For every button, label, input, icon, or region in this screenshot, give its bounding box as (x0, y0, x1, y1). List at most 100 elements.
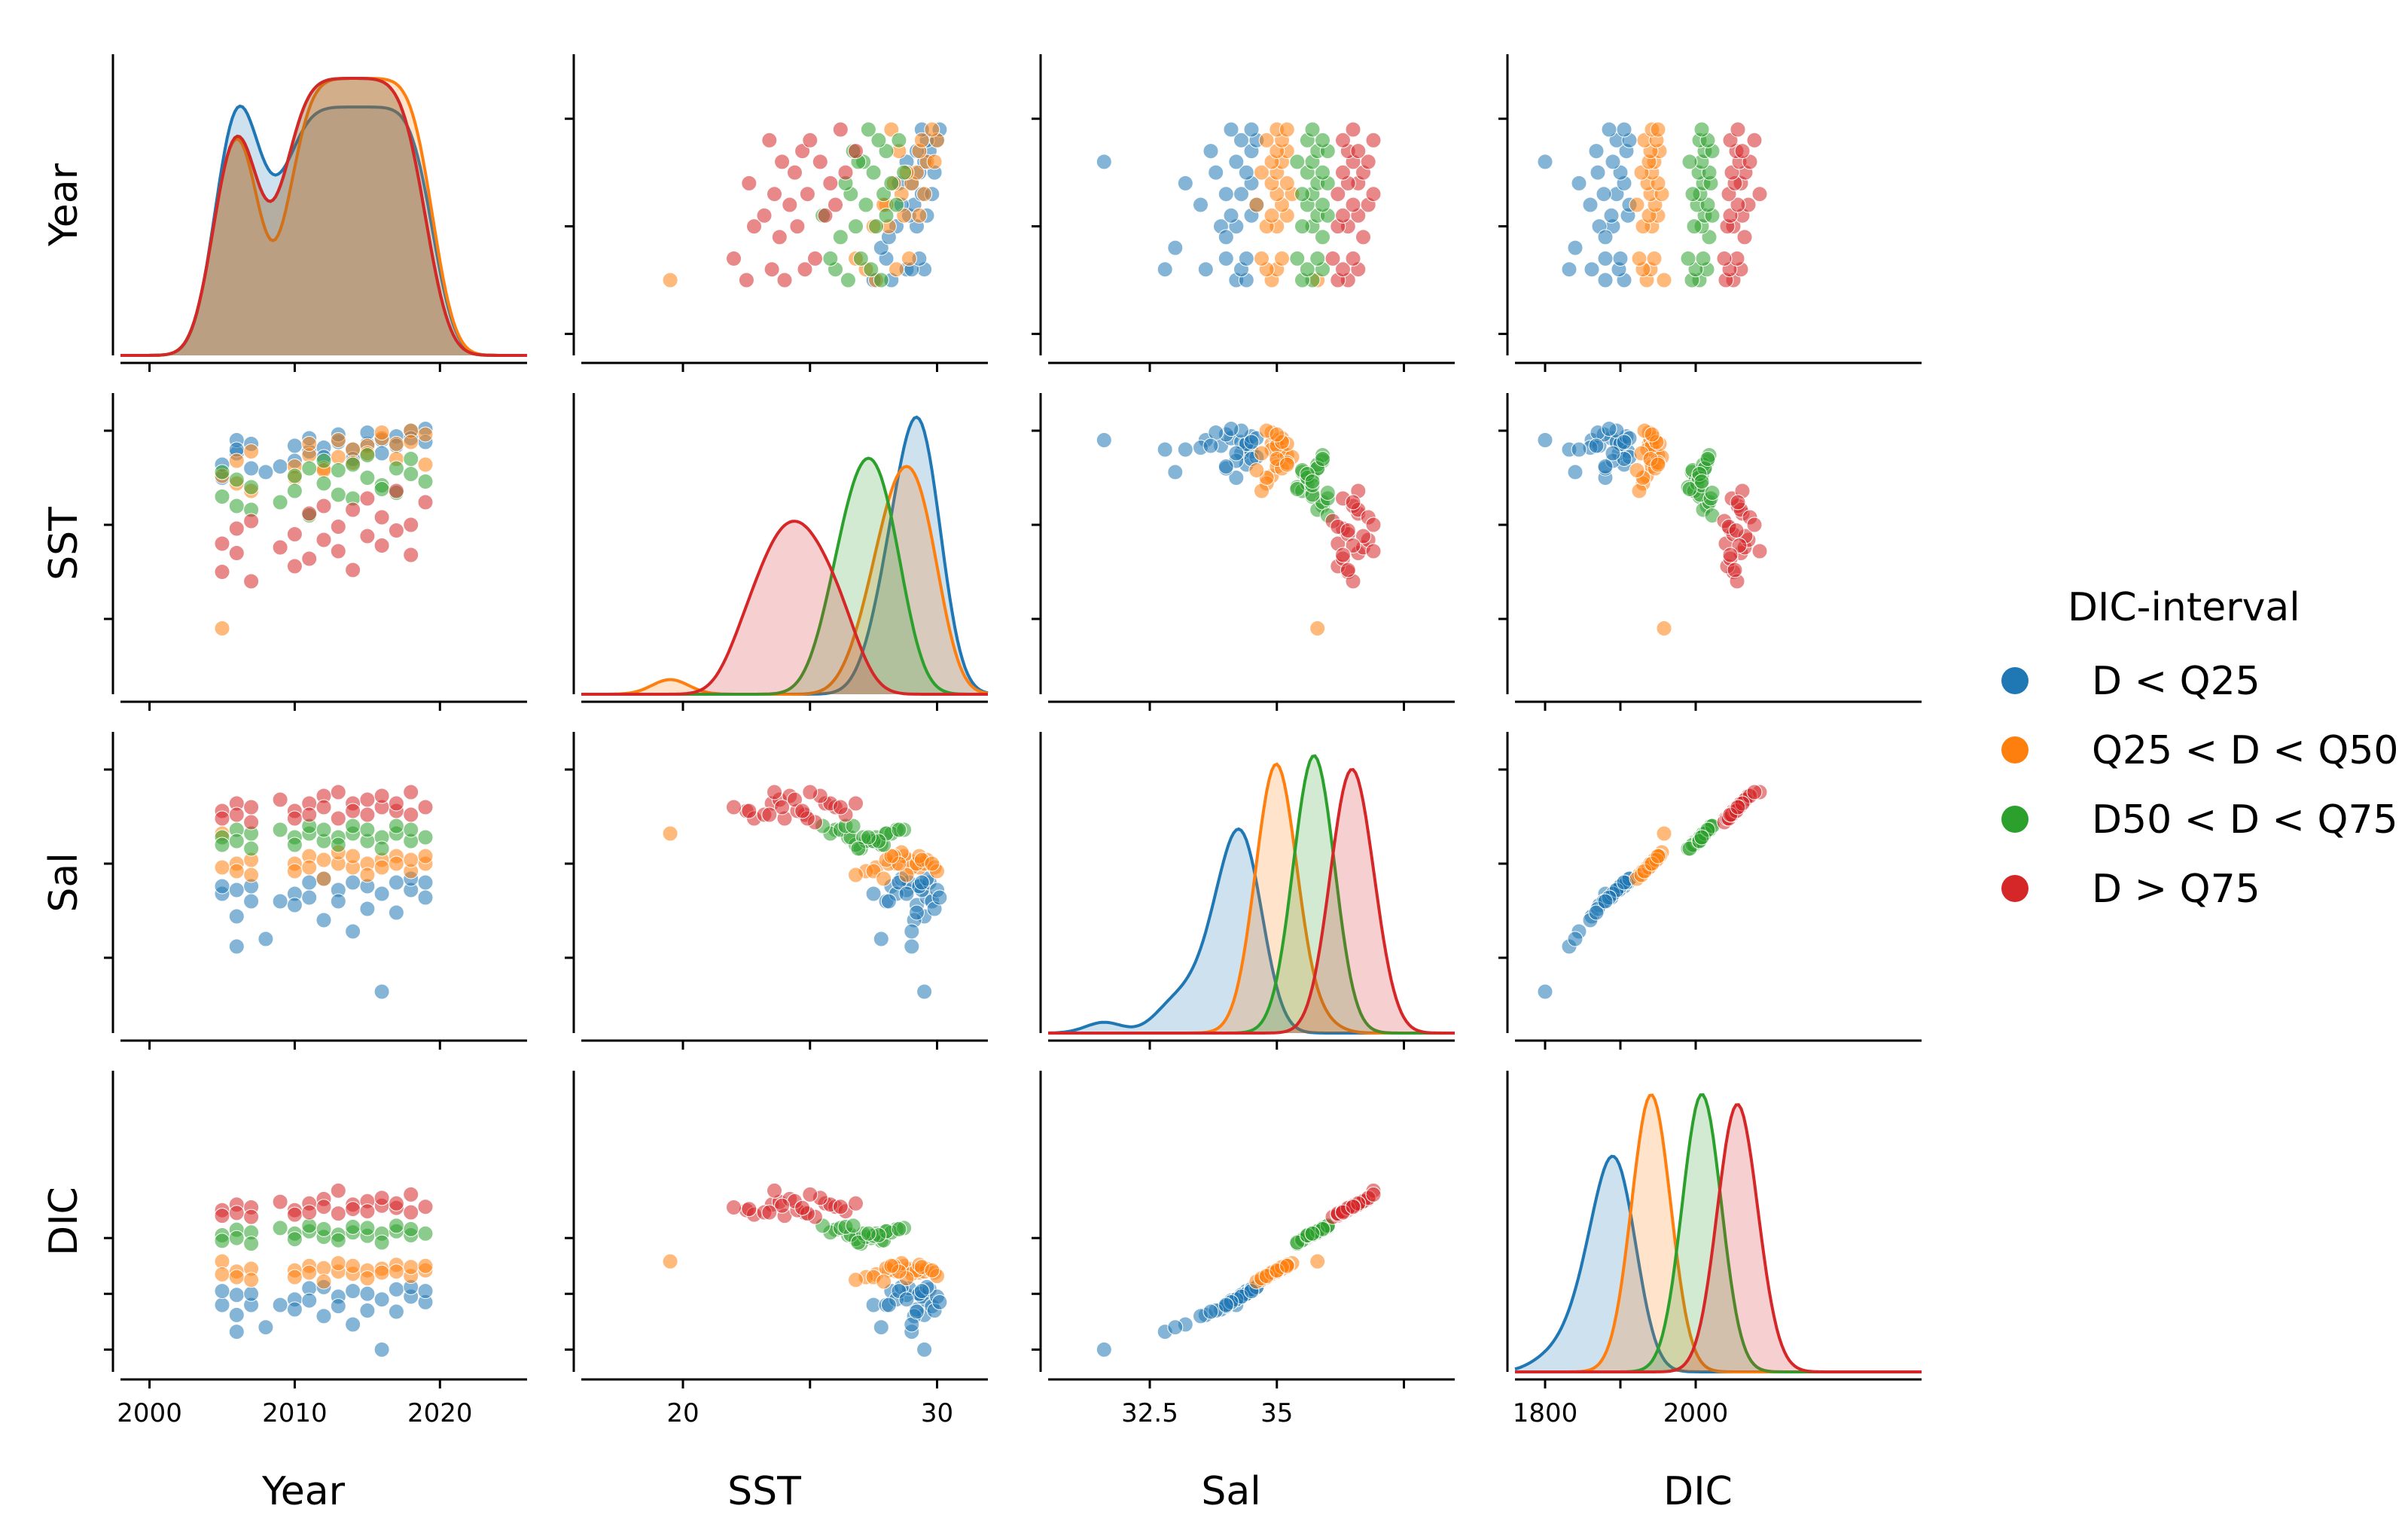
scatter-point (1223, 421, 1239, 437)
scatter-point (767, 186, 782, 203)
scatter-point (1746, 784, 1763, 800)
scatter-point (1315, 197, 1330, 213)
scatter-point (794, 1199, 811, 1216)
scatter-point (228, 938, 245, 955)
scatter-point (373, 859, 390, 876)
legend-label: D < Q25 (2092, 659, 2260, 704)
scatter-point (1309, 620, 1326, 636)
scatter-point (817, 207, 834, 224)
scatter-point (403, 1259, 419, 1276)
scatter-point (1687, 261, 1704, 278)
scatter-point (1365, 186, 1382, 203)
panel-year-vs-dic (1498, 54, 1922, 372)
scatter-point (228, 1306, 245, 1323)
legend-label: Q25 < D < Q50 (2092, 728, 2399, 773)
scatter-point (1193, 197, 1209, 213)
scatter-point (1324, 250, 1341, 267)
x-tick-label: 2020 (407, 1398, 473, 1428)
scatter-point (909, 1303, 925, 1320)
y-axis-label-dic: DIC (41, 1187, 87, 1256)
scatter-point (1693, 121, 1710, 138)
scatter-point (214, 1208, 230, 1224)
scatter-point (1263, 207, 1280, 224)
scatter-point (1238, 250, 1254, 267)
scatter-point (373, 1264, 390, 1281)
kde-line-q25-d-q50 (581, 465, 989, 696)
scatter-point (243, 1236, 260, 1252)
scatter-point (286, 897, 303, 913)
scatter-point (1693, 829, 1710, 846)
legend: DIC-interval D < Q25 Q25 < D < Q50 D50 < D… (2001, 585, 2399, 912)
scatter-point (1335, 261, 1351, 278)
scatter-point (272, 459, 288, 474)
scatter-point (726, 250, 742, 267)
scatter-point (1365, 543, 1382, 559)
scatter-point (1340, 562, 1356, 578)
scatter-point (373, 1341, 390, 1358)
scatter-point (794, 803, 811, 819)
scatter-point (1254, 445, 1270, 462)
scatter-point (1304, 121, 1321, 138)
scatter-point (243, 867, 260, 883)
scatter-point (373, 1234, 390, 1251)
scatter-point (228, 520, 245, 537)
scatter-point (873, 931, 889, 947)
legend-label: D > Q75 (2092, 867, 2260, 912)
scatter-point (228, 1205, 245, 1221)
scatter-point (1177, 175, 1193, 191)
scatter-point (258, 931, 274, 947)
scatter-point (359, 470, 376, 486)
scatter-point (1269, 426, 1285, 443)
scatter-point (911, 207, 928, 224)
scatter-point (388, 855, 404, 872)
scatter-point (228, 833, 245, 849)
scatter-point (880, 1297, 897, 1313)
scatter-point (924, 855, 940, 872)
scatter-point (388, 818, 404, 834)
scatter-point (1656, 620, 1672, 636)
scatter-point (898, 1291, 915, 1308)
scatter-point (1656, 825, 1672, 842)
x-axis-label-year: Year (261, 1469, 346, 1514)
scatter-point (837, 164, 854, 181)
scatter-point (228, 1287, 245, 1303)
scatter-point (228, 908, 245, 925)
scatter-point (1736, 229, 1753, 245)
scatter-point (848, 867, 864, 883)
scatter-point (878, 207, 895, 224)
scatter-point (1315, 451, 1330, 467)
scatter-point (761, 1204, 778, 1221)
scatter-point (417, 426, 434, 443)
scatter-point (373, 840, 390, 857)
scatter-point (330, 519, 346, 535)
scatter-point (741, 1201, 757, 1218)
scatter-point (1695, 250, 1712, 267)
panel-sst-vs-year (104, 393, 527, 711)
scatter-point (330, 1298, 346, 1315)
scatter-point (403, 547, 419, 563)
scatter-point (1335, 164, 1351, 181)
scatter-point (417, 874, 434, 891)
scatter-point (243, 893, 260, 910)
panel-sal-vs-dic (1498, 732, 1922, 1050)
scatter-point (214, 859, 230, 876)
legend-label: D50 < D < Q75 (2092, 797, 2398, 843)
scatter-point (286, 1206, 303, 1223)
kde-fill-d-q25 (1048, 829, 1455, 1033)
scatter-point (243, 443, 260, 459)
x-tick-label: 2000 (1663, 1398, 1729, 1428)
scatter-point (286, 483, 303, 499)
scatter-point (873, 1319, 889, 1336)
scatter-point (1289, 250, 1306, 267)
scatter-point (840, 272, 856, 288)
scatter-point (228, 1324, 245, 1340)
scatter-point (228, 545, 245, 561)
scatter-point (1631, 250, 1647, 267)
scatter-point (214, 489, 230, 504)
scatter-point (1597, 250, 1614, 267)
scatter-point (1727, 562, 1743, 578)
scatter-point (850, 1234, 867, 1251)
scatter-point (301, 859, 318, 876)
scatter-point (1254, 250, 1270, 267)
panel-sal-vs-sst (565, 732, 988, 1050)
